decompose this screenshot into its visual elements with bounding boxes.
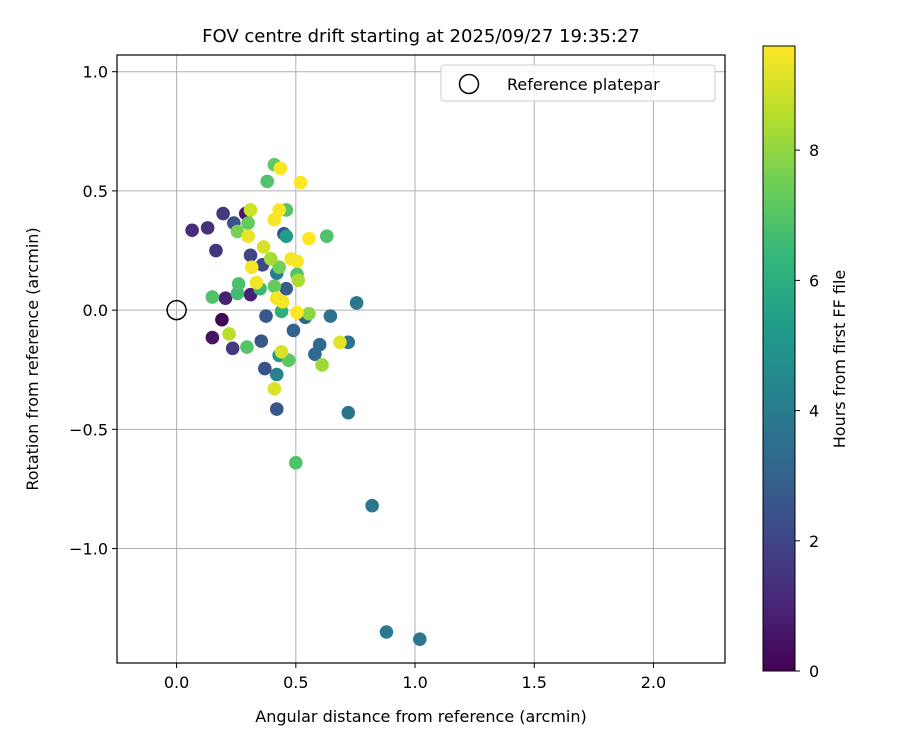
data-point: [216, 206, 230, 221]
data-point: [267, 279, 282, 294]
data-point: [323, 309, 338, 323]
x-tick-label: 2.0: [641, 673, 666, 692]
data-point: [286, 323, 301, 338]
data-point: [185, 223, 199, 238]
data-point: [349, 296, 364, 310]
data-point: [254, 334, 269, 348]
data-point: [291, 273, 306, 288]
data-point: [263, 252, 278, 266]
y-tick-label: −1.0: [69, 540, 108, 559]
data-point: [267, 382, 282, 396]
chart-title: FOV centre drift starting at 2025/09/27 …: [202, 26, 640, 47]
data-point: [274, 345, 289, 359]
legend: Reference platepar: [440, 64, 716, 102]
data-points: [166, 157, 427, 646]
y-tick-label: 1.0: [83, 63, 108, 82]
y-tick-label: 0.5: [83, 182, 108, 201]
colorbar: [762, 45, 796, 672]
data-point: [272, 203, 286, 217]
data-point: [240, 340, 254, 354]
y-axis-label: Rotation from reference (arcmin): [23, 227, 42, 490]
reference-point: [166, 299, 187, 321]
data-point: [272, 260, 286, 275]
data-point: [269, 402, 284, 416]
data-point: [341, 405, 356, 420]
y-axis-ticks: −1.0 −0.5 0.0 0.5 1.0: [69, 63, 117, 559]
colorbar-tick-label: 4: [809, 402, 819, 421]
data-point: [218, 291, 233, 306]
x-tick-label: 0.0: [164, 673, 189, 692]
colorbar-label: Hours from first FF file: [830, 270, 849, 449]
data-point: [413, 632, 427, 646]
data-point: [249, 275, 264, 290]
data-point: [365, 498, 379, 513]
data-point: [279, 229, 294, 244]
data-point: [312, 337, 327, 352]
data-point: [230, 224, 245, 239]
data-point: [302, 306, 316, 321]
data-point: [225, 341, 240, 356]
colorbar-tick-label: 6: [809, 271, 819, 290]
x-tick-label: 1.0: [402, 673, 427, 692]
data-point: [205, 290, 220, 304]
data-point: [290, 305, 304, 320]
data-point: [289, 455, 303, 470]
x-tick-label: 0.5: [283, 673, 308, 692]
data-point: [215, 312, 229, 327]
data-point: [200, 221, 215, 235]
colorbar-tick-label: 2: [809, 532, 819, 551]
x-tick-label: 1.5: [522, 673, 547, 692]
legend-label-reference: Reference platepar: [507, 75, 660, 94]
data-point: [205, 330, 220, 345]
legend-marker-reference: [458, 73, 480, 95]
grid: [117, 55, 725, 663]
legend-box: [440, 64, 716, 102]
data-point: [379, 625, 394, 639]
data-point: [269, 367, 284, 382]
data-point: [241, 216, 255, 230]
data-point: [315, 358, 329, 372]
data-point: [333, 335, 347, 350]
data-point: [275, 294, 290, 309]
data-point: [290, 254, 304, 269]
data-point: [260, 174, 275, 189]
x-axis-ticks: 0.0 0.5 1.0 1.5 2.0: [164, 663, 666, 692]
y-tick-label: 0.0: [83, 301, 108, 320]
axes-frame: [116, 54, 726, 664]
data-point: [320, 229, 334, 244]
data-point: [258, 361, 272, 376]
data-point: [243, 203, 258, 217]
colorbar-tick-label: 0: [809, 662, 819, 681]
data-point: [241, 229, 255, 244]
colorbar-ticks: 0 2 4 6 8: [795, 141, 819, 681]
data-point: [259, 309, 273, 323]
data-point: [222, 327, 236, 341]
y-tick-label: −0.5: [69, 420, 108, 439]
data-point: [231, 277, 246, 291]
data-point: [209, 243, 223, 258]
colorbar-tick-label: 8: [809, 141, 819, 160]
data-point: [273, 161, 288, 176]
x-axis-label: Angular distance from reference (arcmin): [255, 707, 586, 726]
data-point: [243, 248, 258, 263]
data-point: [293, 175, 308, 190]
data-point: [279, 281, 294, 296]
data-point: [256, 240, 271, 254]
data-point: [244, 260, 259, 275]
data-point: [302, 231, 316, 246]
